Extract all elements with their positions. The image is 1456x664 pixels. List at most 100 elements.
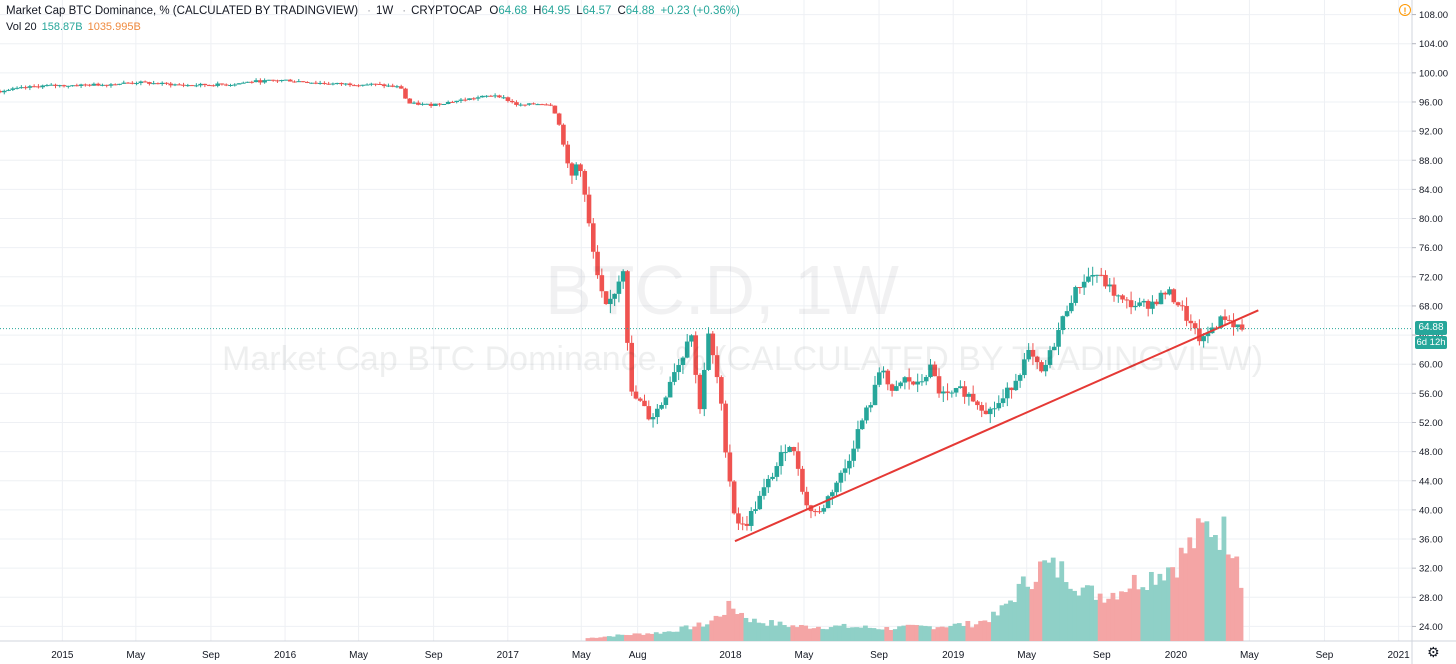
candle-body [428,103,434,106]
volume-bar [1080,587,1086,641]
open-value: 64.68 [498,5,528,17]
candle-body [194,85,199,87]
y-tick-label: 84.00 [1419,185,1443,196]
symbol-title[interactable]: Market Cap BTC Dominance, % (CALCULATED … [6,5,359,17]
x-tick-label: Sep [1093,650,1111,661]
candle-body [821,508,827,512]
candle-body [680,357,686,366]
volume-bar [807,628,813,641]
x-tick-label: May [126,650,145,661]
candle-body [864,407,869,421]
candle-body [279,80,285,82]
candle-body [522,104,528,106]
volume-bar [675,631,680,641]
y-tick-label: 88.00 [1419,156,1443,167]
candle-body [629,342,635,392]
candle-body [27,86,33,88]
candle-body [932,364,938,377]
candle-body [825,496,831,509]
volume-bar [1157,573,1163,641]
candle-body [590,223,596,252]
volume-legend: Vol 20 158.87B 1035.995B [6,21,141,33]
y-tick-label: 36.00 [1419,535,1443,546]
volume-bar [636,633,642,641]
candle-body [334,82,340,84]
candle-body [586,194,592,224]
candle-body [582,170,588,195]
volume-bar [1225,554,1231,641]
y-tick-label: 92.00 [1419,127,1443,138]
candle-body [911,381,916,385]
candle-body [859,420,865,430]
interval-label[interactable]: 1W [375,5,394,17]
candle-body [1051,346,1057,351]
candle-body [765,478,771,488]
candle-body [659,405,664,409]
candle-body [902,377,908,383]
candle-body [223,84,229,86]
volume-bar [956,623,962,641]
x-tick-label: 2017 [497,650,520,661]
volume-bar [841,623,847,641]
candle-body [441,103,447,105]
volume-bar [1123,592,1129,641]
candle-body [236,83,242,85]
y-tick-label: 96.00 [1419,97,1443,108]
candle-body [599,275,605,292]
candle-body [672,372,677,382]
candle-body [283,79,289,81]
volume-bar [909,624,915,641]
y-tick-label: 76.00 [1419,243,1443,254]
candle-body [1,90,7,93]
candle-body [526,103,532,105]
volume-bar [1003,603,1009,641]
volume-bar [944,627,949,641]
x-tick-label: 2015 [51,650,74,661]
candle-body [134,83,139,85]
high-value: 64.95 [541,5,571,17]
candle-body [868,405,874,408]
watermark-description: Market Cap BTC Dominance, % (CALCULATED … [222,340,1264,378]
candle-body [108,84,114,86]
volume-value: 158.87B [41,21,83,33]
volume-bar [1127,588,1133,641]
candle-body [1064,311,1070,317]
y-tick-label: 72.00 [1419,272,1443,283]
candle-body [1197,328,1202,342]
candle-body [842,468,848,473]
volume-bar [833,625,838,641]
candle-body [48,84,54,86]
candle-body [1188,320,1194,324]
volume-bar [589,637,595,641]
candle-body [731,481,737,514]
candle-body [10,88,16,90]
volume-bar [705,624,710,641]
volume-label[interactable]: Vol 20 [6,21,37,33]
candle-body [433,103,438,106]
candle-body [872,384,878,406]
candle-body [817,511,822,513]
candle-body [983,410,989,415]
volume-bar [1191,548,1197,641]
candle-body [663,397,669,406]
candle-body [889,384,895,391]
candle-body [646,406,652,420]
candle-body [612,293,617,299]
x-tick-label: 2021 [1388,650,1411,661]
candle-body [898,382,903,387]
alert-icon[interactable]: ! [1399,4,1411,16]
candle-body [219,83,225,85]
candle-body [847,460,852,469]
candle-body [240,82,246,84]
candle-body [130,82,135,84]
candle-body [159,82,165,84]
candle-body [979,405,985,411]
volume-bar [1029,589,1035,641]
volume-bar [863,625,868,641]
candle-body [701,369,707,410]
candle-body [270,79,276,81]
volume-bar [824,629,830,641]
settings-gear-icon[interactable]: ⚙ [1427,644,1440,660]
candle-body [1145,300,1151,309]
